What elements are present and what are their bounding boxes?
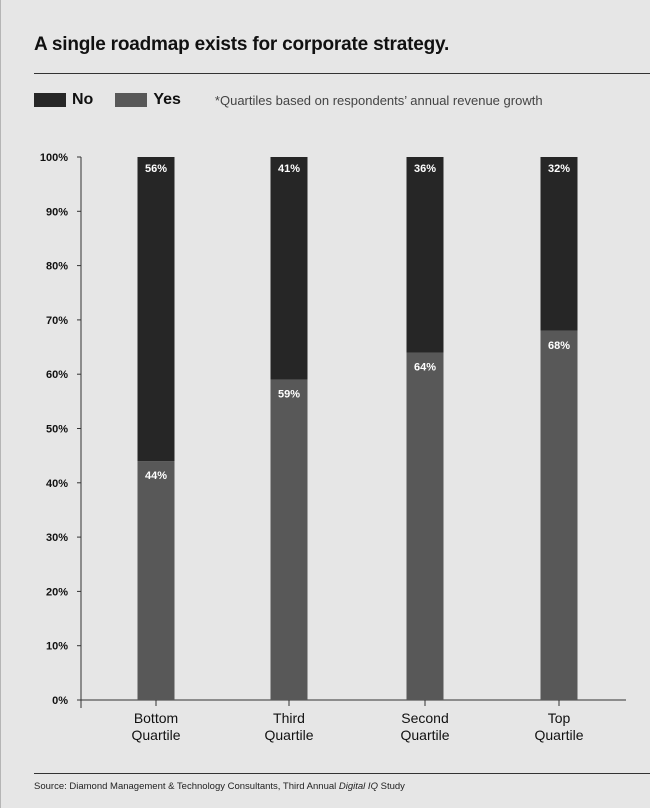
category-label: Quartile <box>534 727 583 743</box>
y-tick-label: 10% <box>46 641 68 653</box>
category-label: Bottom <box>134 710 178 726</box>
y-tick-label: 80% <box>46 261 68 273</box>
data-label-yes: 68% <box>548 340 570 352</box>
data-label-no: 36% <box>414 163 436 175</box>
category-label: Top <box>548 710 571 726</box>
bar-no <box>137 157 175 462</box>
legend-swatch-yes <box>115 93 148 107</box>
legend-swatch-no <box>34 93 66 107</box>
data-label-no: 41% <box>278 163 300 175</box>
data-label-yes: 44% <box>145 470 167 482</box>
category-label: Third <box>273 710 305 726</box>
y-tick-label: 60% <box>46 369 68 381</box>
legend-item-no: No <box>34 91 93 109</box>
bar-no <box>270 157 308 380</box>
chart-title: A single roadmap exists for corporate st… <box>34 34 450 55</box>
data-label-no: 56% <box>145 163 167 175</box>
bar-no <box>406 157 444 353</box>
category-label: Quartile <box>131 727 180 743</box>
legend-label-no: No <box>72 91 94 108</box>
y-tick-label: 100% <box>40 152 68 164</box>
source-prefix: Source: Diamond Management & Technology … <box>34 781 339 792</box>
y-tick-label: 90% <box>46 206 68 218</box>
y-tick-label: 20% <box>46 586 68 598</box>
title-divider <box>34 73 650 74</box>
category-label: Second <box>401 710 448 726</box>
source-note: Source: Diamond Management & Technology … <box>34 781 405 792</box>
y-tick-label: 40% <box>46 478 68 490</box>
y-tick-label: 0% <box>52 695 68 707</box>
bar-no <box>540 157 578 331</box>
bar-yes <box>137 461 175 700</box>
source-suffix: Study <box>377 781 405 792</box>
data-label-no: 32% <box>548 163 570 175</box>
bar-yes <box>406 352 444 700</box>
y-tick-label: 70% <box>46 315 68 327</box>
legend-item-yes: Yes <box>115 91 181 109</box>
y-tick-label: 50% <box>46 424 68 436</box>
y-tick-label: 30% <box>46 532 68 544</box>
category-label: Quartile <box>264 727 313 743</box>
legend-label-yes: Yes <box>153 91 181 108</box>
quartile-note: *Quartiles based on respondents’ annual … <box>214 92 543 108</box>
bar-yes <box>540 330 578 700</box>
source-italic: Digital IQ <box>338 781 378 792</box>
category-label: Quartile <box>400 727 449 743</box>
legend: No Yes *Quartiles based on respondents’ … <box>34 90 543 110</box>
data-label-yes: 59% <box>278 389 300 401</box>
data-label-yes: 64% <box>414 361 436 373</box>
source-divider <box>34 773 650 774</box>
bar-yes <box>270 379 308 700</box>
